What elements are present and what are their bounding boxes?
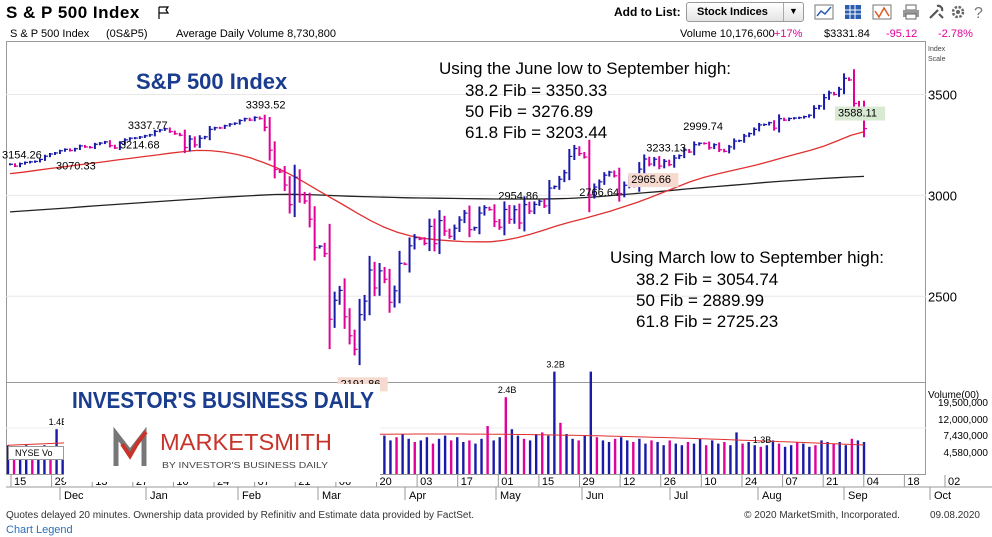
- grid-icon[interactable]: [843, 3, 863, 21]
- info-price: $3331.84: [824, 28, 870, 40]
- volume-tick-label: 12,000,000: [938, 415, 988, 426]
- x-day-label: 21: [826, 476, 838, 488]
- info-volume-change: +17%: [774, 28, 803, 40]
- index-scale-label: Index: [928, 46, 946, 53]
- info-symbol: (0S&P5): [106, 28, 148, 40]
- print-icon[interactable]: [901, 3, 921, 21]
- marketsmith-m-icon: [113, 426, 148, 466]
- tools-icon[interactable]: [926, 3, 946, 21]
- x-day-label: 03: [420, 476, 432, 488]
- help-icon[interactable]: ?: [970, 3, 990, 21]
- list-select[interactable]: Stock Indices ▼: [686, 2, 804, 22]
- x-month-label: Feb: [242, 490, 261, 502]
- ibd-logo-block: INVESTOR'S BUSINESS DAILY MARKETSMITH BY…: [64, 384, 380, 482]
- x-day-label: 18: [907, 476, 919, 488]
- x-month-label: Apr: [409, 490, 426, 502]
- marketsmith-wordmark: MARKETSMITH: [160, 429, 332, 455]
- svg-text:?: ?: [974, 5, 983, 21]
- x-day-label: 02: [948, 476, 960, 488]
- marketsmith-subtitle: BY INVESTOR'S BUSINESS DAILY: [162, 460, 328, 470]
- price-tick-label: 3500: [928, 87, 957, 102]
- x-month-label: Jan: [150, 490, 168, 502]
- volume-axis-label: Volume(00): [928, 390, 979, 401]
- x-month-label: Jul: [674, 490, 688, 502]
- x-month-label: Sep: [848, 490, 868, 502]
- index-scale-label-2: Scale: [928, 56, 946, 63]
- x-month-label: Oct: [934, 490, 951, 502]
- volume-panel: [6, 382, 926, 475]
- quote-info-bar: S & P 500 Index (0S&P5) Average Daily Vo…: [6, 28, 992, 42]
- info-name: S & P 500 Index: [10, 28, 90, 40]
- nyse-volume-box: NYSE Vo: [8, 446, 64, 460]
- page-title: S & P 500 Index: [6, 3, 140, 22]
- volume-tick-label: 7,430,000: [944, 431, 989, 442]
- x-day-label: 07: [786, 476, 798, 488]
- x-month-label: May: [500, 490, 521, 502]
- x-day-label: 01: [501, 476, 513, 488]
- info-change: -95.12: [886, 28, 918, 40]
- info-volume: Volume 10,176,600: [680, 28, 775, 40]
- ibd-logo: INVESTOR'S BUSINESS DAILY MARKETSMITH BY…: [72, 387, 374, 470]
- ibd-wordmark: INVESTOR'S BUSINESS DAILY: [72, 387, 374, 413]
- info-avg-volume: Average Daily Volume 8,730,800: [176, 28, 337, 40]
- info-change-pct: -2.78%: [938, 28, 973, 40]
- footer-copyright: © 2020 MarketSmith, Incorporated.: [744, 510, 900, 521]
- footer-right: © 2020 MarketSmith, Incorporated. 09.08.2…: [744, 510, 980, 521]
- volume-tick-label: 19,500,000: [938, 398, 988, 409]
- x-day-label: 20: [379, 476, 391, 488]
- price-tick-label: 2500: [928, 289, 957, 304]
- x-month-label: Dec: [64, 490, 84, 502]
- flag-icon[interactable]: [158, 6, 170, 20]
- volume-tick-label: 4,580,000: [944, 448, 989, 459]
- chart-legend-link[interactable]: Chart Legend: [6, 524, 73, 536]
- x-day-label: 29: [583, 476, 595, 488]
- settings-icon[interactable]: [948, 3, 968, 21]
- chart-area-icon[interactable]: [872, 3, 892, 21]
- x-day-label: 26: [664, 476, 676, 488]
- x-day-label: 04: [867, 476, 879, 488]
- x-month-label: Jun: [586, 490, 604, 502]
- footer-disclaimer: Quotes delayed 20 minutes. Ownership dat…: [6, 510, 475, 521]
- x-month-label: Mar: [322, 490, 341, 502]
- chevron-down-icon[interactable]: ▼: [783, 3, 803, 21]
- price-panel: [6, 41, 926, 382]
- x-day-label: 15: [14, 476, 26, 488]
- x-day-label: 24: [745, 476, 757, 488]
- footer-date: 09.08.2020: [929, 510, 980, 521]
- add-to-list-label: Add to List:: [614, 5, 681, 19]
- list-select-value: Stock Indices: [697, 6, 768, 18]
- chart-line-icon[interactable]: [814, 3, 834, 21]
- price-tick-label: 3000: [928, 188, 957, 203]
- x-day-label: 10: [704, 476, 716, 488]
- top-toolbar: S & P 500 Index Add to List: Stock Indic…: [0, 0, 992, 28]
- x-day-label: 15: [542, 476, 554, 488]
- x-month-label: Aug: [762, 490, 782, 502]
- x-day-label: 12: [623, 476, 635, 488]
- x-day-label: 17: [461, 476, 473, 488]
